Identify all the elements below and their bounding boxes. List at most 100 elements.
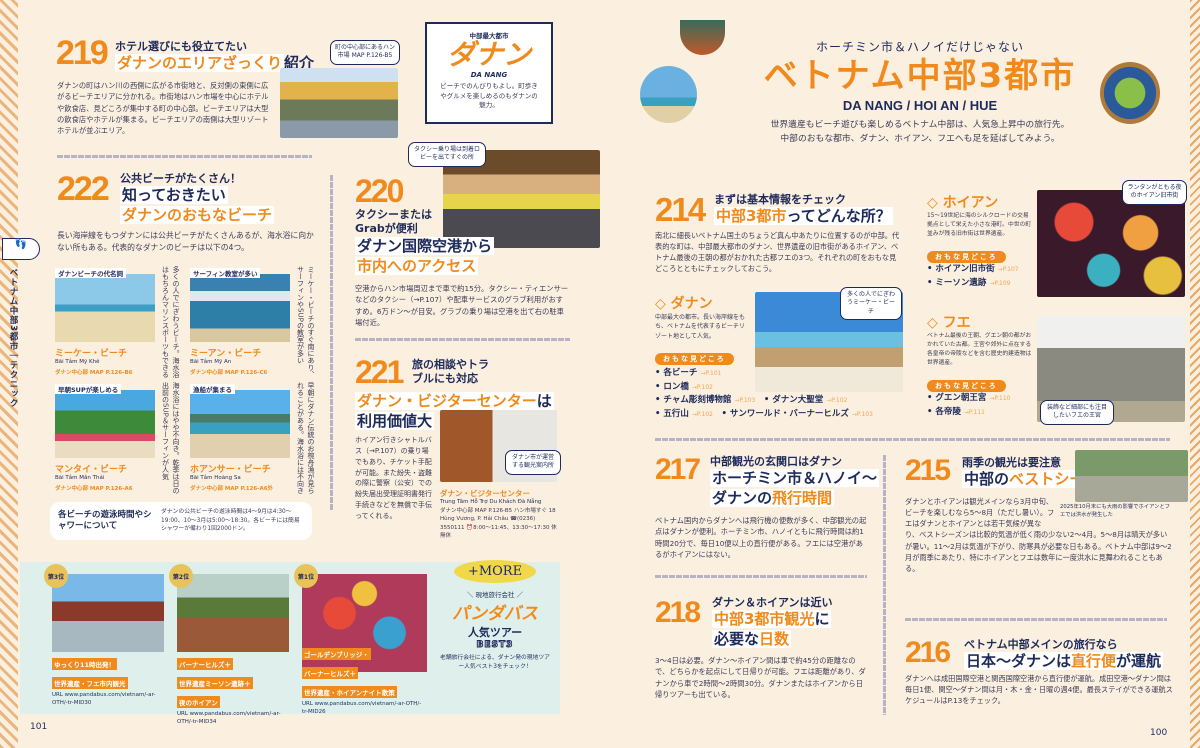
tip-title-suffix: に [814, 610, 830, 628]
tip-kicker: ベトナム中部メインの旅行なら [964, 638, 1118, 651]
tip-kicker: 雨季の観光は要注意 [962, 456, 1061, 469]
page-number-right: 100 [1150, 728, 1168, 738]
tip-title-suffix: は [536, 392, 552, 410]
tip-body: 空港からハン市場周辺まで車で約15分。タクシー・ティエンサーなどのタクシー（→P… [355, 284, 569, 327]
hero-deco-photo [680, 20, 725, 55]
tip-kicker: 旅の相談やトラブルにも対応 [412, 358, 489, 386]
card-body: ビーチでのんびりもよし。町歩きやグルメを楽しめるのもダナンの魅力。 [440, 81, 538, 110]
divider [355, 338, 570, 341]
place-name: ダナン・ビジターセンター [440, 489, 530, 498]
beach-area: ダナン中心部 MAP P.126-C6 [190, 370, 268, 376]
tour-url[interactable]: URL www.pandabus.com/vietnam/-ar-OTH/-tr… [177, 711, 281, 725]
tip-kicker: ホテル選びにも役立てたい [115, 40, 247, 53]
tour-body: 老舗旅行会社による、ダナン発の現地ツアー人気ベスト3をチェック！ [440, 655, 550, 670]
spots-tag: おもな見どころ [927, 379, 1006, 392]
tour-kicker: ＼ 現地旅行会社 ／ [466, 591, 524, 599]
hero-body-2: 中部のおもな都市、ダナン、ホイアン、フエへも足を延ばしてみよう。 [780, 133, 1060, 144]
more-badge: +MORE [453, 560, 537, 583]
tour-caption: 世界遺産・ホイアンナイト散策 [302, 686, 397, 698]
beach-label: 早朝SUPが楽しめる [55, 384, 122, 394]
hero-body-1: 世界遺産もビーチ遊びも楽しめるベトナム中部は、人気急上昇中の旅行先。 [770, 119, 1070, 130]
beach-vn-name: Bãi Tắm Mỹ An [190, 359, 232, 365]
spot-item: • サンワールド・バーナーヒルズ →P.103 [721, 408, 873, 419]
tip-title-suffix: が運航 [1116, 652, 1162, 670]
photo-bubble: ダナン市が運営する観光案内所 [505, 450, 561, 475]
tour-best: BEST3 [476, 640, 514, 651]
spot-item: • グエン朝王宮 →P.110 [927, 392, 1011, 403]
spots-tag: おもな見どころ [655, 352, 734, 365]
tour-url[interactable]: URL www.pandabus.com/vietnam/-ar-OTH/-tr… [302, 701, 422, 715]
tip-title: 日本〜ダナンは [966, 652, 1072, 670]
beach-desc: 海水浴にはやや不向き。乾季は日の出前のSUP＆サーフィンが人気 [161, 382, 181, 494]
city-heading-hoian: ◇ ホイアン [927, 195, 999, 211]
city-body: ベトナム最後の王朝、グエン朝の都がおかれていた古都。王宮や郊外に点在する各皇帝の… [927, 333, 1032, 366]
tip-number: 219 [56, 34, 109, 72]
tour-caption: 夜のホイアン [177, 696, 220, 708]
beach-label: ダナンビーチの代名詞 [55, 268, 126, 278]
beach-area: ダナン中心部 MAP P.126-A6 [55, 486, 133, 492]
tip-title: ダナン国際空港から [355, 237, 495, 255]
tip-body: 南北に細長いベトナム国土のちょうど真ん中あたりに位置するのが中部。代表的な町は、… [655, 231, 900, 274]
hoian-lantern-photo [1037, 190, 1185, 297]
tip-title: 中部3都市 [716, 207, 787, 225]
spot-item: • ホイアン旧市街 →P.107 [927, 263, 1019, 274]
beach-card: ダナンビーチの代名詞 ミーケー・ビーチ Bãi Tắm Mỹ Khê ダナン中心部 M… [55, 266, 183, 378]
side-tab: 👣 [2, 238, 40, 260]
spot-item: • 五行山 →P.102 [655, 408, 713, 419]
hero-title: ベトナム中部3都市 [763, 56, 1077, 96]
tip-body: ダナンの町はハン川の西側に広がる市街地と、反対側の東側に広がるビーチエリアに分か… [57, 81, 269, 136]
beach-name: ミーケー・ビーチ [55, 349, 128, 359]
tour-caption: ゴールデンブリッジ・ [302, 648, 371, 660]
tip-title: ダナンのエリアざっくり [115, 54, 285, 72]
place-info: ダナン中心部 MAP P.126-B5 ハン市場すぐ 18 Hùng Vương… [440, 508, 557, 539]
tour-company: パンダバス [452, 604, 538, 624]
tip-title-2: 市内へのアクセス [355, 256, 479, 275]
tour-url[interactable]: URL www.pandabus.com/vietnam/-ar-OTH/-tr… [52, 692, 156, 706]
tour-caption: 世界遺産ミーソン遺跡＋ [177, 677, 253, 689]
info-body: ダナンの公共ビーチの遊泳時間は4〜9月は4:30〜19:00、10〜3月は5:0… [161, 508, 300, 533]
tour-photo: 第3位 [44, 564, 164, 652]
tip-title: ホーチミン市＆ハノイ〜 [710, 469, 880, 487]
city-heading-danang: ◇ ダナン [655, 296, 713, 312]
food-circle-photo [1100, 62, 1160, 124]
tour-caption: バーナーヒルズ＋ [302, 667, 358, 679]
tip-number: 218 [655, 596, 701, 629]
tip-title-suffix: ってどんな所？ [786, 207, 891, 225]
tip-title-accent: 直行便 [1071, 652, 1117, 670]
spot-item: • ミーソン遺跡 →P.109 [927, 277, 1011, 288]
card-en: DA NANG [470, 70, 508, 79]
city-heading-hue: ◇ フエ [927, 315, 971, 331]
beach-name: ホアンサー・ビーチ [190, 465, 271, 475]
beach-photo [190, 390, 290, 458]
tip-number: 217 [655, 453, 701, 486]
beach-label: 漁船が集まる [190, 384, 235, 394]
beach-vn-name: Bãi Tắm Hoàng Sa [190, 475, 241, 481]
beach-card: 漁船が集まる ホアンサー・ビーチ Bãi Tắm Hoàng Sa ダナン中心部 MA… [190, 382, 318, 494]
divider [883, 455, 886, 715]
hero-en: DA NANG / HOI AN / HUE [842, 97, 998, 113]
tip-number: 220 [355, 173, 404, 209]
tip-body: ホイアン行きシャトルバス（→P.107）の乗り場でもあり、チケット手配が可能。ま… [355, 436, 432, 520]
beach-vn-name: Bãi Tắm Mân Thái [55, 475, 105, 481]
beach-desc: ミーケー・ビーチのすぐ南にあり、サーフィンやSUPの教室が多い [296, 266, 316, 378]
tip-number: 222 [57, 170, 110, 208]
tip-kicker: ダナン＆ホイアンは近い [712, 596, 833, 609]
tip-number: 214 [655, 191, 706, 228]
tip-body: ベトナム国内からダナンへは飛行機の便数が多く、中部観光の起点はダナンが便利。ホー… [655, 516, 867, 559]
beach-area: ダナン中心部 MAP P.126-B6 [55, 370, 133, 376]
tip-kicker: 中部観光の玄関口はダナン [710, 455, 842, 468]
city-body: 15〜19世紀に海のシルクロードの交易拠点として栄えた小さな港町。中世の町並みが… [927, 213, 1032, 237]
tip-body: 長い海岸線をもつダナンには公共ビーチがたくさんあるが、海水浴に向かない所もある。… [57, 231, 314, 253]
spot-item: • 各帝陵 →P.111 [927, 406, 985, 417]
tour-title: 人気ツアー [467, 626, 523, 639]
divider [330, 175, 333, 510]
divider [905, 618, 1167, 621]
beach-name: ミーアン・ビーチ [190, 349, 262, 359]
spot-item: • ダナン大聖堂 →P.102 [763, 395, 848, 406]
tip-kicker: 公共ビーチがたくさん！ [120, 172, 241, 185]
tip-title-2: 利用価値大 [355, 411, 435, 430]
tip-title-2-accent: 日数 [759, 629, 790, 648]
beach-info-box: 各ビーチの遊泳時間やシャワーについて ダナンの公共ビーチの遊泳時間は4〜9月は4… [50, 502, 312, 540]
tip-kicker: タクシーまたはGrabが便利 [355, 208, 432, 236]
rank-badge: 第2位 [169, 564, 193, 588]
